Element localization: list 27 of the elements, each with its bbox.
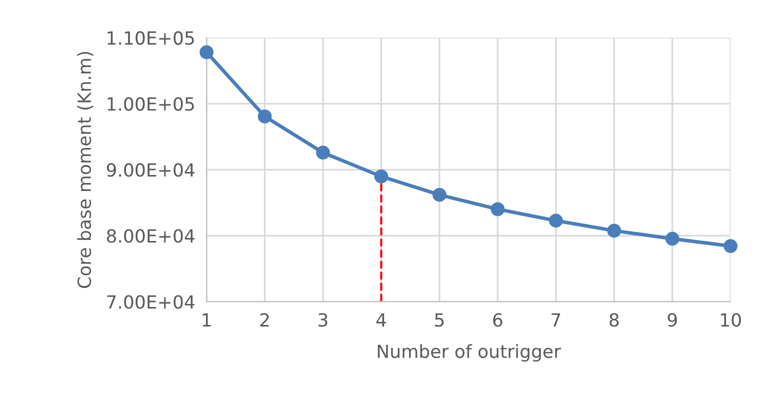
x-tick-label: 9	[668, 313, 677, 327]
x-tick-label: 2	[260, 313, 269, 327]
x-tick-label: 5	[435, 313, 444, 327]
point	[490, 202, 505, 216]
x-tick-label: 10	[721, 313, 741, 327]
y-axis-title: Core base moment (Kn.m)	[77, 52, 94, 288]
y-tick-label: 7.00E+04	[107, 295, 194, 309]
x-tick-label: 6	[493, 313, 502, 327]
point	[200, 45, 214, 60]
y-tick-label: 1.10E+05	[108, 31, 194, 45]
y-tick-label: 9.00E+04	[106, 163, 194, 177]
point	[607, 224, 622, 238]
point	[724, 239, 738, 253]
point	[316, 146, 330, 160]
x-tick-label: 1	[202, 313, 211, 327]
point	[665, 232, 680, 246]
x-tick-label: 3	[318, 313, 328, 327]
point	[548, 214, 563, 228]
y-tick-label: 1.00E+05	[108, 97, 194, 111]
point	[432, 188, 446, 202]
x-tick-label: 8	[610, 313, 619, 327]
x-axis-title: Number of outrigger	[378, 344, 561, 362]
point	[258, 109, 272, 124]
x-tick-label: 4	[376, 313, 386, 327]
point	[374, 169, 388, 184]
x-tick-label: 7	[552, 313, 560, 327]
y-tick-label: 8.00E+04	[106, 229, 194, 243]
